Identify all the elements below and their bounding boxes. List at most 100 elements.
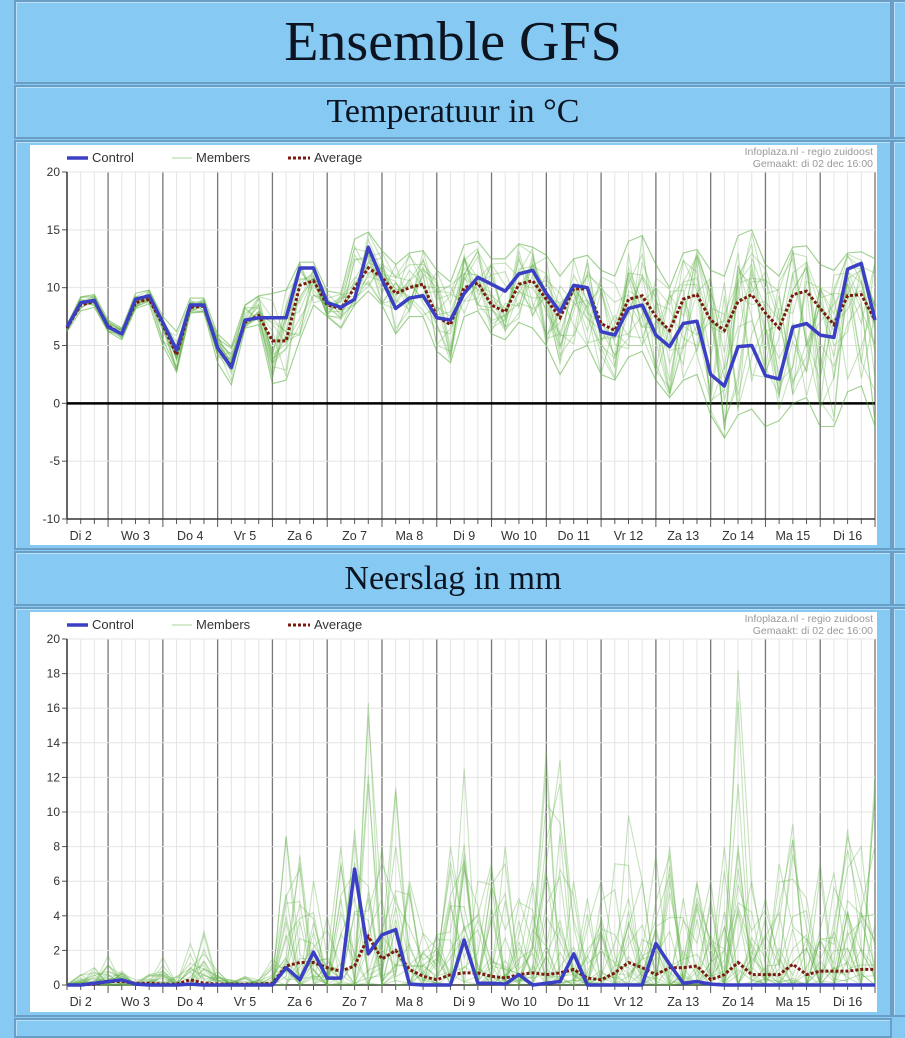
source-label: Infoplaza.nl - regio zuidoost <box>745 613 873 625</box>
precipitation-chart: 20 18 16 14 12 10 8 6 4 2 0 Di 2 Wo 3 Do 4 Vr 5 Za 6 Zo … <box>30 612 877 1012</box>
member-series-line <box>66 229 876 348</box>
control-series-line <box>65 245 877 388</box>
legend-control-label: Control <box>92 617 134 632</box>
y-tick-label: 6 <box>53 874 60 888</box>
member-series-line <box>66 253 876 385</box>
next-row-cell <box>14 1018 892 1038</box>
member-series-line <box>66 777 876 987</box>
created-label: Gemaakt: di 02 dec 16:00 <box>753 158 873 170</box>
x-tick-label: Vr 12 <box>614 529 643 543</box>
member-series-line <box>66 247 876 399</box>
member-series-line <box>66 252 876 423</box>
x-tick-label: Zo 7 <box>342 529 367 543</box>
average-series-line <box>67 933 875 987</box>
x-tick-label: Ma 8 <box>395 529 423 543</box>
x-tick-label: Do 4 <box>177 995 203 1009</box>
x-tick-label: Di 9 <box>453 995 475 1009</box>
x-tick-label: Di 16 <box>833 995 862 1009</box>
member-series-line <box>66 863 876 987</box>
member-series-line <box>66 783 876 987</box>
y-tick-label: 15 <box>47 223 61 237</box>
member-series-line <box>66 247 876 424</box>
legend-average-label: Average <box>314 150 362 165</box>
member-series-line <box>66 702 876 988</box>
y-tick-label: -5 <box>49 454 60 468</box>
member-series-line <box>66 243 876 399</box>
control-series-line <box>67 867 875 987</box>
x-tick-label: Wo 10 <box>501 529 537 543</box>
member-series-line <box>66 290 876 440</box>
y-tick-label: 10 <box>47 805 61 819</box>
member-series-line <box>66 854 876 987</box>
member-series-line <box>66 290 876 440</box>
x-tick-label: Za 13 <box>667 529 699 543</box>
y-tick-label: -10 <box>43 512 61 526</box>
x-tick-label: Do 11 <box>557 529 589 543</box>
legend-background <box>60 147 440 169</box>
y-tick-label: 8 <box>53 840 60 854</box>
member-series-line <box>66 229 876 348</box>
legend-members-label: Members <box>196 617 251 632</box>
y-tick-label: 0 <box>53 978 60 992</box>
y-tick-label: 4 <box>53 909 60 923</box>
x-tick-label: Vr 5 <box>234 529 257 543</box>
x-tick-label: Wo 3 <box>121 529 150 543</box>
y-tick-label: 5 <box>53 339 60 353</box>
legend-background <box>60 614 440 636</box>
page-title: Ensemble GFS <box>284 11 622 73</box>
x-tick-label: Zo 14 <box>722 995 754 1009</box>
side-cell <box>892 140 905 550</box>
side-cell <box>892 0 905 84</box>
member-series-line <box>66 257 876 421</box>
x-tick-label: Wo 3 <box>121 995 150 1009</box>
x-tick-label: Di 16 <box>833 529 862 543</box>
x-tick-label: Vr 12 <box>614 995 643 1009</box>
x-tick-label: Di 2 <box>70 529 92 543</box>
y-tick-label: 20 <box>47 632 61 646</box>
created-label: Gemaakt: di 02 dec 16:00 <box>753 625 873 637</box>
x-tick-label: Di 2 <box>70 995 92 1009</box>
member-series-line <box>66 793 876 987</box>
member-series-line <box>66 791 876 987</box>
member-series-line <box>66 795 876 987</box>
member-series-line <box>66 701 876 987</box>
x-tick-label: Ma 15 <box>775 529 810 543</box>
x-tick-label: Wo 10 <box>501 995 537 1009</box>
legend-control-label: Control <box>92 150 134 165</box>
title-cell: Ensemble GFS <box>14 0 892 84</box>
temperature-heading-cell: Temperatuur in °C <box>14 85 892 139</box>
member-series-line <box>66 670 876 987</box>
side-cell <box>892 551 905 606</box>
x-tick-label: Di 9 <box>453 529 475 543</box>
x-tick-label: Za 13 <box>667 995 699 1009</box>
member-series-line <box>66 846 876 986</box>
precipitation-heading: Neerslag in mm <box>344 559 562 597</box>
x-tick-label: Zo 7 <box>342 995 367 1009</box>
member-series-line <box>66 824 876 987</box>
x-tick-label: Vr 5 <box>234 995 257 1009</box>
member-series-line <box>66 249 876 407</box>
temperature-chart-svg: 20 15 10 5 0 -5 -10 Di 2 Wo 3 Do 4 Vr 5 Za 6 Zo 7 Ma … <box>43 146 877 543</box>
precipitation-heading-cell: Neerslag in mm <box>14 551 892 606</box>
source-label: Infoplaza.nl - regio zuidoost <box>745 146 873 158</box>
temperature-chart: 20 15 10 5 0 -5 -10 Di 2 Wo 3 Do 4 Vr 5 Za 6 Zo 7 Ma … <box>30 145 877 545</box>
y-tick-label: 20 <box>47 165 61 179</box>
member-series-line <box>66 249 876 412</box>
x-tick-label: Zo 14 <box>722 529 754 543</box>
legend-members-label: Members <box>196 150 251 165</box>
side-cell <box>892 607 905 1017</box>
side-cell <box>892 85 905 139</box>
x-tick-label: Za 6 <box>287 529 312 543</box>
x-tick-label: Do 4 <box>177 529 203 543</box>
y-tick-label: 2 <box>53 943 60 957</box>
member-series-line <box>66 836 876 986</box>
x-tick-label: Ma 15 <box>775 995 810 1009</box>
y-tick-label: 18 <box>47 667 61 681</box>
legend-average-label: Average <box>314 617 362 632</box>
y-tick-label: 10 <box>47 281 61 295</box>
temperature-heading: Temperatuur in °C <box>326 93 580 130</box>
y-tick-label: 12 <box>47 770 61 784</box>
x-tick-label: Do 11 <box>557 995 589 1009</box>
y-tick-label: 16 <box>47 701 61 715</box>
